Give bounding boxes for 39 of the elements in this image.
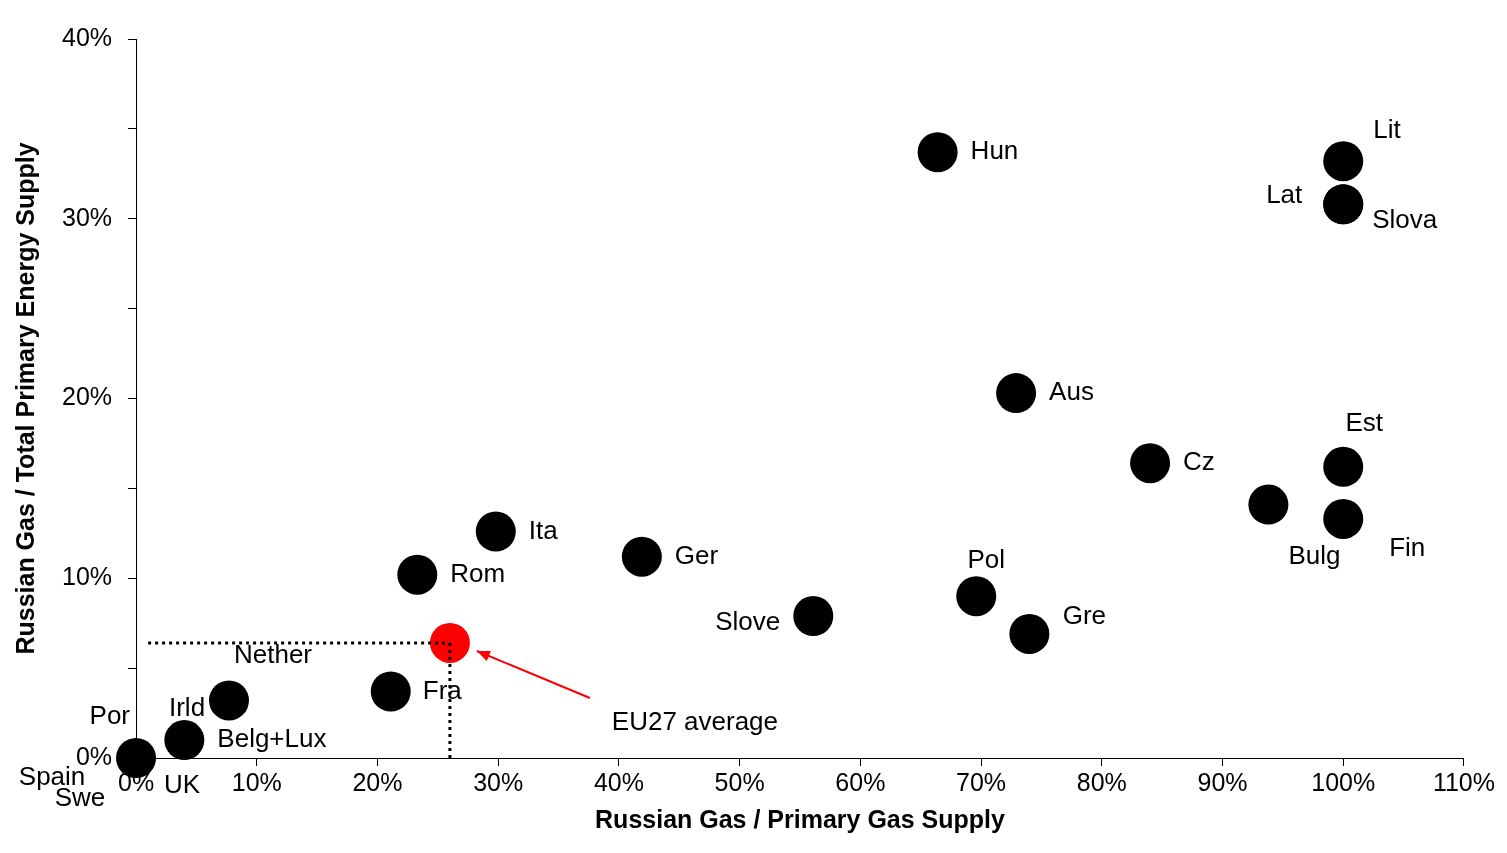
y-tick-label: 10% [61, 562, 113, 591]
data-label: Rom [450, 557, 506, 588]
x-tick-label: 50% [714, 767, 765, 796]
data-label: Fin [1389, 532, 1426, 563]
x-tick-label: 110% [1432, 767, 1495, 796]
y-axis-title: Russian Gas / Total Primary Energy Supply [10, 142, 39, 655]
annotation: Irld [168, 692, 206, 723]
data-label: Belg+Lux [217, 723, 327, 754]
x-tick-label: 30% [473, 767, 524, 796]
data-label: Hun [970, 135, 1019, 166]
x-tick-label: 10% [231, 767, 282, 796]
data-label: Lit [1373, 114, 1402, 145]
data-label: Nether [233, 638, 313, 669]
data-label: Gre [1062, 600, 1107, 631]
x-tick-label: 90% [1197, 767, 1248, 796]
data-label: Lat [1266, 178, 1304, 209]
annotation: EU27 average [611, 706, 779, 737]
x-tick-label: 80% [1076, 767, 1127, 796]
data-label: Slova [1372, 203, 1438, 234]
x-tick-label: 70% [956, 767, 1007, 796]
x-tick-label: 40% [593, 767, 644, 796]
data-label: Ita [528, 514, 559, 545]
data-label: Pol [967, 544, 1006, 575]
data-label: Cz [1183, 446, 1215, 477]
text: UK [163, 769, 201, 800]
x-tick-label: 60% [835, 767, 886, 796]
data-label: Aus [1049, 376, 1094, 407]
x-tick-label: 100% [1311, 767, 1376, 796]
text: Por [89, 700, 131, 731]
y-tick-label: 40% [61, 22, 113, 51]
data-label: Bulg [1288, 539, 1341, 570]
data-label: Est [1345, 406, 1384, 437]
data-label: Slove [715, 606, 781, 637]
data-label: Ger [674, 539, 719, 570]
data-label: Fra [422, 674, 463, 705]
x-tick-label: 20% [352, 767, 403, 796]
y-tick-label: 30% [61, 202, 113, 231]
y-tick-label: 20% [61, 382, 113, 411]
x-axis-title: Russian Gas / Primary Gas Supply [595, 804, 1006, 833]
